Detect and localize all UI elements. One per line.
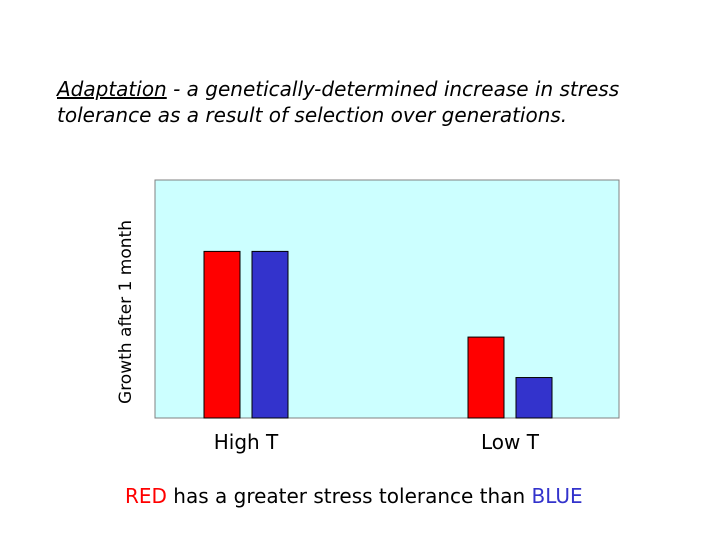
x-tick-label-high-t: High T (214, 430, 279, 454)
conclusion-middle: has a greater stress tolerance than (166, 484, 532, 508)
bar-red-low-t (467, 336, 505, 419)
conclusion-text: RED has a greater stress tolerance than … (125, 484, 583, 508)
heading-text: Adaptation - a genetically-determined in… (57, 76, 657, 128)
x-tick-labels: High T Low T (214, 430, 540, 454)
bar-blue-low-t (515, 377, 553, 419)
bar-blue-high-t (251, 250, 289, 419)
x-tick-label-low-t: Low T (481, 430, 540, 454)
bar-red-high-t (203, 250, 241, 419)
heading-term: Adaptation (57, 77, 167, 101)
bars-group (203, 250, 553, 419)
blue-word: BLUE (531, 484, 583, 508)
y-axis-label: Growth after 1 month (116, 220, 136, 404)
red-word: RED (125, 484, 167, 508)
heading-definition: - a genetically-determined increase in s… (57, 77, 620, 127)
